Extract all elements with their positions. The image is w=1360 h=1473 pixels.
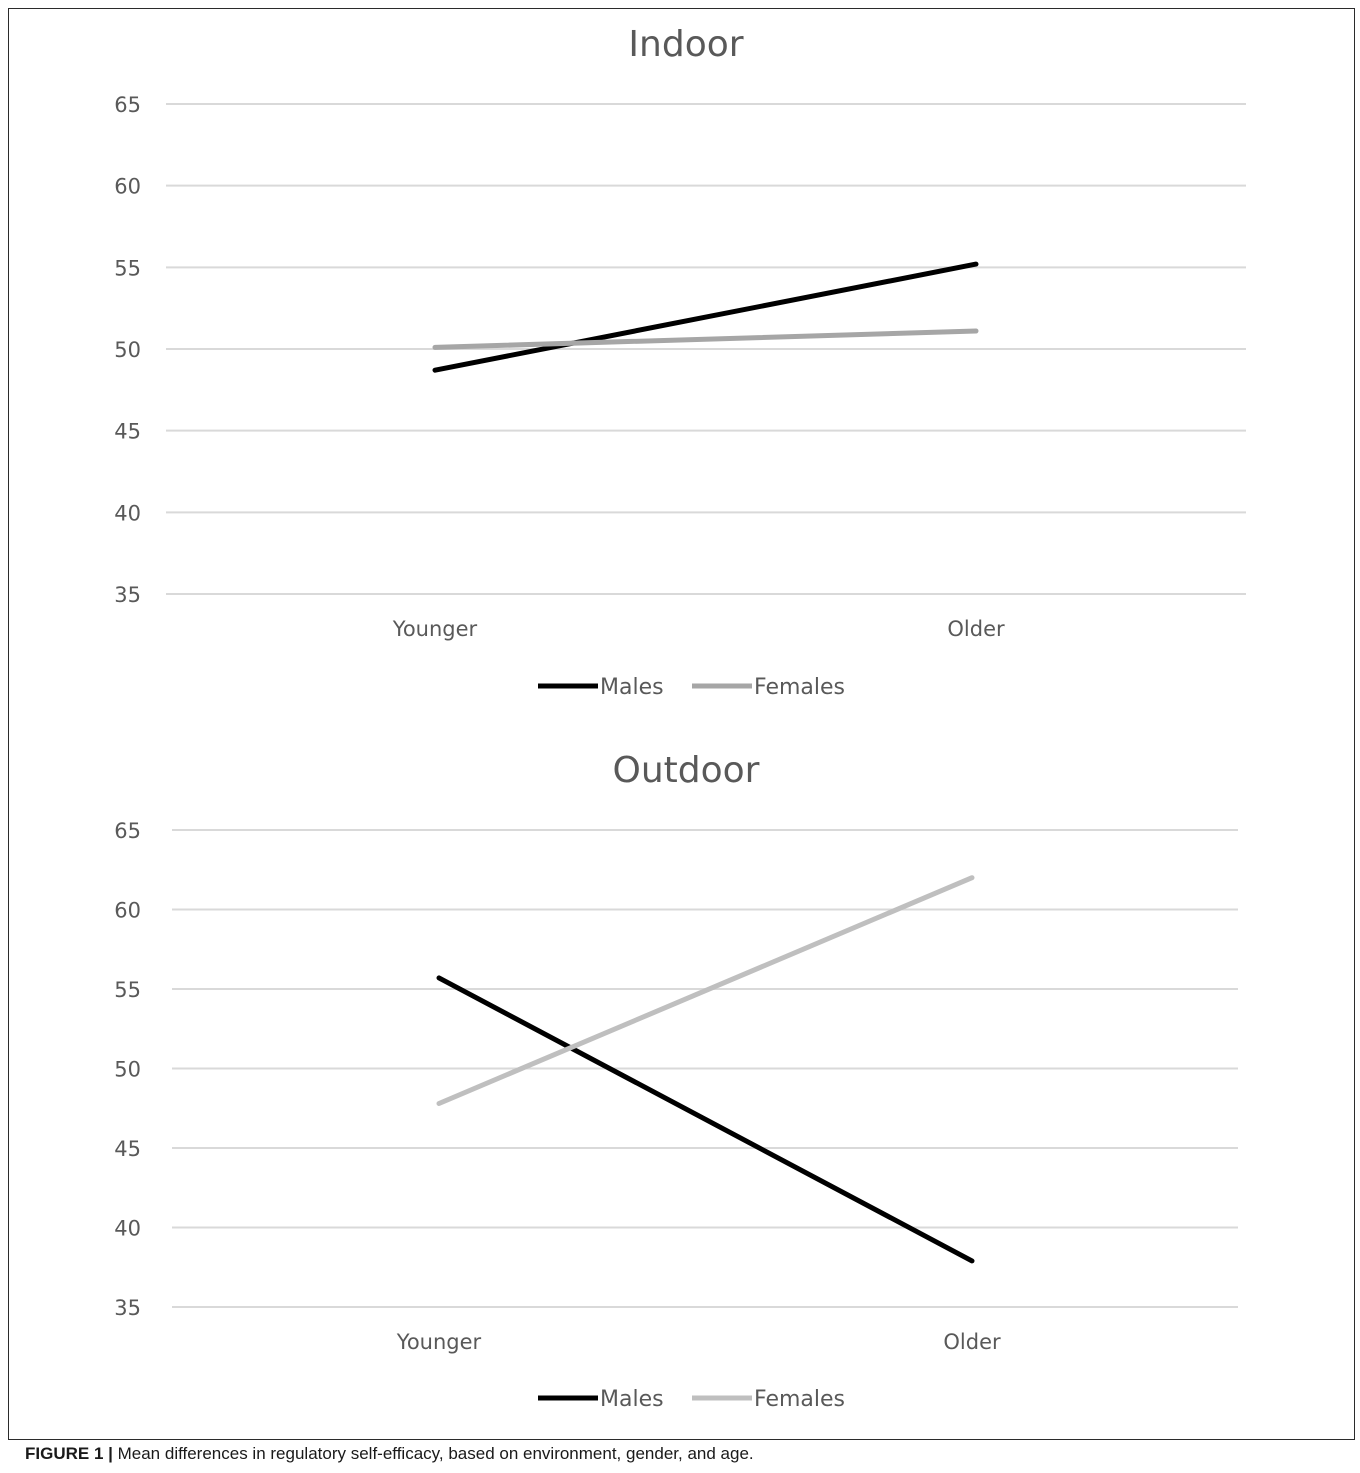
outdoor-y-tick-55: 55 (114, 978, 141, 1002)
indoor-y-tick-55: 55 (114, 256, 141, 280)
indoor-y-tick-65: 65 (114, 93, 141, 117)
caption-text: Mean differences in regulatory self-effi… (112, 1444, 754, 1463)
outdoor-y-tick-35: 35 (114, 1296, 141, 1320)
indoor-y-tick-45: 45 (114, 420, 141, 444)
indoor-y-tick-35: 35 (114, 583, 141, 607)
indoor-legend-label-males: Males (600, 675, 664, 700)
indoor-y-tick-60: 60 (114, 175, 141, 199)
indoor-chart: Indoor 35 40 45 50 55 60 65 Younger Older Males Fem… (114, 24, 1246, 700)
outdoor-series-line-males (436, 975, 975, 1264)
outdoor-chart-title: Outdoor (613, 750, 760, 791)
indoor-x-tick-older: Older (947, 617, 1005, 641)
figure-frame (8, 8, 1355, 1440)
indoor-y-tick-50: 50 (114, 338, 141, 362)
indoor-series-line-males (432, 261, 979, 373)
outdoor-x-tick-younger: Younger (396, 1330, 482, 1354)
indoor-y-tick-40: 40 (114, 501, 141, 525)
outdoor-legend-label-males: Males (600, 1387, 664, 1412)
outdoor-series-line-females (436, 875, 975, 1106)
indoor-legend-label-females: Females (754, 675, 845, 700)
outdoor-y-tick-40: 40 (114, 1217, 141, 1241)
indoor-chart-title: Indoor (628, 24, 743, 65)
outdoor-x-tick-older: Older (943, 1330, 1001, 1354)
indoor-series-line-females (432, 328, 979, 350)
outdoor-legend-label-females: Females (754, 1387, 845, 1412)
outdoor-y-tick-45: 45 (114, 1137, 141, 1161)
caption-label: FIGURE 1 | (25, 1444, 113, 1463)
outdoor-y-tick-50: 50 (114, 1058, 141, 1082)
outdoor-y-tick-60: 60 (114, 899, 141, 923)
indoor-x-tick-younger: Younger (392, 617, 478, 641)
figure-caption: FIGURE 1 | Mean differences in regulator… (25, 1444, 754, 1464)
outdoor-chart: Outdoor 35 40 45 50 55 60 65 Younger Older Males Fe… (114, 750, 1238, 1412)
outdoor-y-tick-65: 65 (114, 819, 141, 843)
